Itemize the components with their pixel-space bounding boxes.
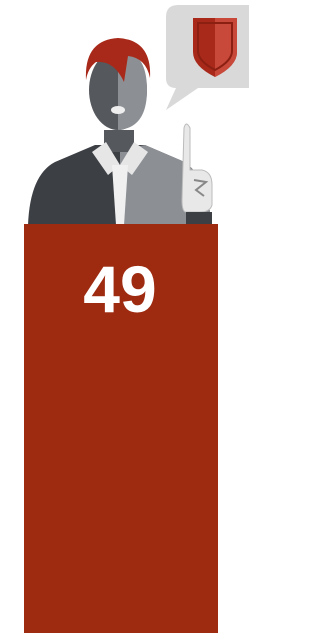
podium-number: 49 xyxy=(83,252,156,326)
infographic: 49 xyxy=(0,0,249,633)
speech-bubble xyxy=(166,5,249,110)
